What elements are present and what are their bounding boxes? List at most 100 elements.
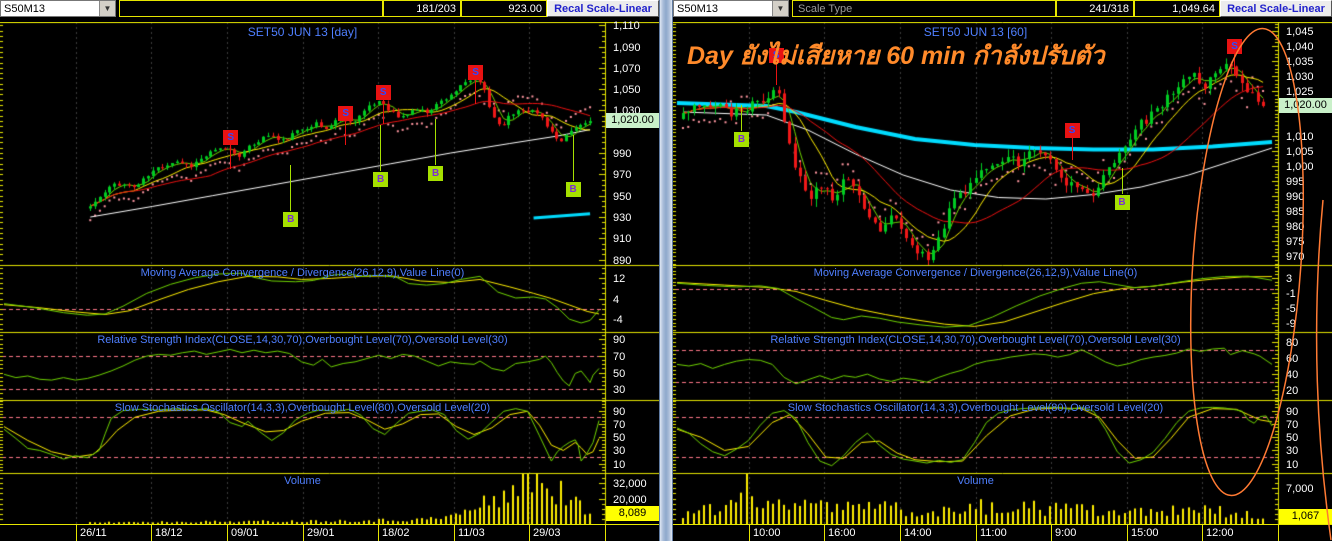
axis-tick-label: 980: [1286, 220, 1305, 233]
chart-title: SET50 JUN 13 [day]: [247, 25, 358, 39]
axis-tick-label: 995: [1286, 175, 1305, 188]
sell-marker: S: [1064, 123, 1080, 138]
marker-stem: [380, 124, 382, 171]
axis-tick-label: 60: [1286, 352, 1299, 365]
marker-stem: [740, 105, 742, 131]
axis-tick-label: 90: [613, 333, 626, 346]
axis-tick-label: 70: [613, 418, 626, 431]
axis-tick-label: 1,035: [1286, 55, 1314, 68]
axis-tick-label: 985: [1286, 205, 1305, 218]
axis-tick-label: 910: [613, 232, 632, 245]
time-axis: 26/11 18/12 09/01 29/01 18/02 11/03 29/03: [0, 524, 659, 541]
marker-stem: [290, 165, 292, 212]
date-label: 26/11: [80, 527, 107, 539]
marker-stem: [1071, 138, 1073, 160]
axis-tick-label: 30: [613, 444, 626, 457]
time-axis-separator: [227, 525, 228, 541]
sell-marker: S: [223, 130, 239, 146]
time-axis-separator: [976, 525, 977, 541]
axis-tick-label: 1,110: [613, 19, 640, 32]
axis-tick-label: 1,025: [1286, 85, 1314, 98]
date-label: 15:00: [1131, 527, 1159, 539]
buy-marker: B: [1114, 195, 1130, 210]
axis-tick-label: 1,070: [613, 62, 641, 75]
axis-tick-label: 32,000: [613, 477, 647, 490]
axis-tick-label: 10: [1286, 458, 1299, 471]
panel-divider[interactable]: [659, 0, 673, 541]
time-axis-separator: [303, 525, 304, 541]
sell-marker: S: [768, 48, 784, 63]
axis-tick-label: 30: [613, 383, 626, 396]
toolbar-right: S50M13 ▼ Scale Type 241/318 1,049.64 Rec…: [673, 0, 1332, 17]
marker-stem: [572, 135, 574, 182]
marker-stem: [1121, 168, 1123, 194]
buy-marker: B: [428, 166, 444, 182]
axis-tick-label: 990: [1286, 190, 1305, 203]
date-label: 18/12: [155, 527, 183, 539]
date-label: 09/01: [231, 527, 259, 539]
time-axis-separator: [605, 525, 606, 541]
time-axis: 10:00 16:00 14:00 11:00 9:00 15:00 12:00: [673, 524, 1332, 541]
axis-tick-label: 1,045: [1286, 25, 1314, 38]
bar-count-value: 181/203: [416, 2, 456, 15]
marker-stem: [435, 119, 437, 166]
axis-tick-label: 12: [613, 272, 626, 285]
axis-tick-label: 970: [1286, 250, 1305, 263]
marker-stem: [475, 80, 477, 105]
axis-tick-label: 950: [613, 190, 632, 203]
axis-tick-label: 890: [613, 254, 632, 267]
date-label: 10:00: [753, 527, 781, 539]
date-label: 16:00: [828, 527, 856, 539]
axis-tick-label: 70: [613, 350, 626, 363]
marker-stem: [230, 145, 232, 170]
time-axis-separator: [76, 525, 77, 541]
axis-tick-label: 50: [613, 367, 626, 380]
date-label: 12:00: [1206, 527, 1234, 539]
axis-tick-label: 1,000: [1286, 160, 1314, 173]
axis-tick-label: 930: [613, 211, 632, 224]
marker-stem: [1234, 54, 1236, 76]
price-readout-value: 923.00: [508, 2, 542, 15]
time-axis-separator: [900, 525, 901, 541]
axis-tick-label: 1,005: [1286, 145, 1314, 158]
chart-area-60min[interactable]: SET50 JUN 13 [60] Day ยังไม่เสียหาย 60 m…: [673, 0, 1332, 541]
axis-tick-label: 90: [613, 405, 626, 418]
axis-tick-label: 20,000: [613, 493, 647, 506]
buy-marker: B: [733, 132, 749, 147]
axis-tick-label: 90: [1286, 405, 1299, 418]
symbol-dropdown[interactable]: S50M13 ▼: [673, 0, 789, 17]
time-axis-separator: [378, 525, 379, 541]
chart-annotation-text: Day ยังไม่เสียหาย 60 min กำลังปรับตัว: [687, 42, 1105, 70]
chart-panel-left: S50M13 ▼ 181/203 923.00 Recal Scale-Line…: [0, 0, 659, 541]
date-label: 9:00: [1055, 527, 1077, 539]
sell-marker: S: [338, 105, 354, 121]
symbol-dropdown[interactable]: S50M13 ▼: [0, 0, 116, 17]
chart-area-daily[interactable]: SET50 JUN 13 [day] 1,110 1,090 1,070 1,050 1…: [0, 0, 659, 541]
recal-scale-button[interactable]: Recal Scale-Linear: [1220, 0, 1332, 17]
date-label: 29/03: [533, 527, 561, 539]
axis-tick-label: 7,000: [1286, 482, 1314, 495]
axis-tick-label: 1,050: [613, 83, 641, 96]
chart-canvas[interactable]: [0, 22, 659, 524]
axis-tick-label: 1,090: [613, 41, 641, 54]
axis-tick-label: 1,030: [1286, 70, 1314, 83]
recal-scale-button[interactable]: Recal Scale-Linear: [547, 0, 659, 17]
price-readout-value: 1,049.64: [1172, 2, 1215, 15]
axis-tick-label: 1,040: [1286, 40, 1314, 53]
date-label: 18/02: [382, 527, 410, 539]
marker-stem: [382, 100, 384, 125]
symbol-value: S50M13: [677, 2, 718, 15]
date-label: 29/01: [307, 527, 335, 539]
buy-marker: B: [565, 182, 581, 198]
chevron-down-icon[interactable]: ▼: [99, 1, 115, 16]
chart-canvas[interactable]: [673, 22, 1332, 524]
axis-tick-label: 10: [613, 458, 626, 471]
toolbar-left: S50M13 ▼ 181/203 923.00 Recal Scale-Line…: [0, 0, 659, 17]
time-axis-separator: [824, 525, 825, 541]
date-label: 11:00: [980, 527, 1007, 539]
axis-tick-label: 1,010: [1286, 130, 1314, 143]
time-axis-separator: [1127, 525, 1128, 541]
date-label: 11/03: [458, 527, 485, 539]
axis-tick-label: -1: [1286, 287, 1296, 300]
chevron-down-icon[interactable]: ▼: [772, 1, 788, 16]
